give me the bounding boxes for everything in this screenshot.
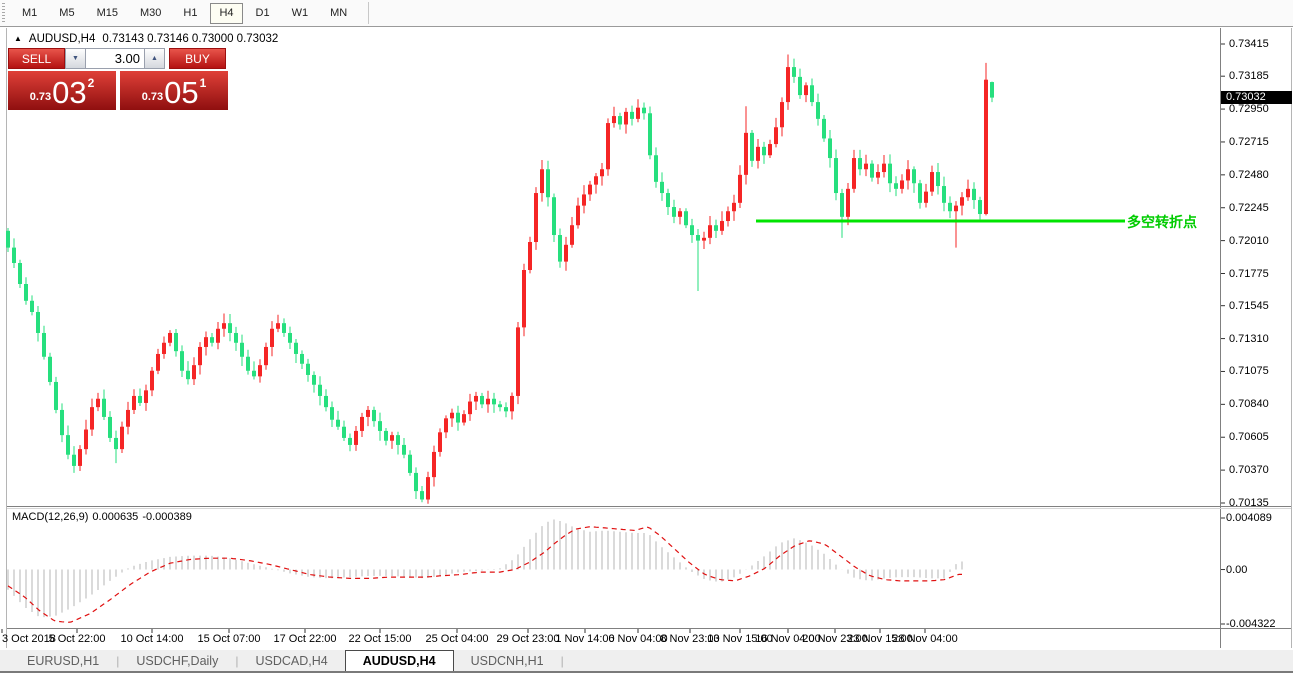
macd-axis-label: -0.004322 bbox=[1226, 618, 1276, 630]
timeframe-button-m1[interactable]: M1 bbox=[22, 6, 38, 19]
price-chart-area[interactable] bbox=[7, 28, 1220, 506]
price-axis-scale[interactable] bbox=[1221, 28, 1291, 628]
time-axis-label: 17 Oct 22:00 bbox=[273, 633, 337, 645]
one-click-trade-panel: SELL ▼ ▲ BUY 0.73 03 2 0.73 05 1 bbox=[8, 48, 228, 110]
time-axis-label: 6 Nov 04:00 bbox=[608, 633, 668, 645]
one-click-panel-toggle-icon[interactable]: ▲ bbox=[14, 34, 22, 43]
price-axis-label: 0.72715 bbox=[1229, 135, 1269, 148]
sell-quote-box[interactable]: 0.73 03 2 bbox=[8, 71, 116, 110]
timeframe-button-h4[interactable]: H4 bbox=[210, 2, 243, 24]
timeframe-button-m15[interactable]: M15 bbox=[96, 6, 118, 19]
volume-input[interactable] bbox=[86, 48, 144, 69]
price-axis-label: 0.72010 bbox=[1229, 234, 1269, 247]
macd-signal-value: -0.000389 bbox=[142, 511, 192, 523]
tab-separator: | bbox=[116, 653, 120, 668]
symbol-tab-bar: EURUSD,H1 | USDCHF,Daily | USDCAD,H4 AUDUSD,H… bbox=[0, 650, 1293, 673]
price-axis-label: 0.70605 bbox=[1229, 431, 1269, 444]
time-axis-label: 20 Nov 23:00 bbox=[802, 633, 868, 645]
buy-price-pip: 1 bbox=[199, 76, 207, 90]
time-axis-label: 28 Nov 04:00 bbox=[892, 633, 958, 645]
current-price-tag: 0.73032 bbox=[1221, 91, 1292, 105]
macd-axis-label: 0.004089 bbox=[1226, 512, 1272, 524]
time-axis-label: 25 Oct 04:00 bbox=[425, 633, 489, 645]
time-axis-label: 23 Nov 15:00 bbox=[847, 633, 913, 645]
timeframe-button-m30[interactable]: M30 bbox=[139, 6, 162, 19]
sell-price-prefix: 0.73 bbox=[29, 91, 52, 103]
chart-ohlc-quote: 0.73143 0.73146 0.73000 0.73032 bbox=[102, 33, 279, 45]
price-axis-label: 0.70135 bbox=[1229, 497, 1269, 509]
buy-button[interactable]: BUY bbox=[169, 48, 226, 69]
symbol-tab-usdchf[interactable]: USDCHF,Daily bbox=[136, 653, 219, 668]
support-line-annotation-text[interactable]: 多空转折点 bbox=[1127, 214, 1197, 230]
price-axis-label: 0.71075 bbox=[1229, 365, 1269, 378]
tab-separator: | bbox=[560, 653, 564, 668]
timeframe-toolbar: M1 M5 M15 M30 H1 H4 D1 W1 MN bbox=[0, 0, 1293, 27]
tab-separator: | bbox=[235, 653, 239, 668]
time-axis-label: 10 Oct 14:00 bbox=[120, 633, 184, 645]
time-axis-label: 13 Nov 15:00 bbox=[707, 633, 773, 645]
macd-main-value: 0.000635 bbox=[92, 511, 139, 523]
sell-price-pip: 2 bbox=[87, 76, 95, 90]
price-axis-label: 0.72245 bbox=[1229, 201, 1269, 214]
time-axis-label: 3 Oct 2018 bbox=[2, 633, 56, 645]
buy-quote-box[interactable]: 0.73 05 1 bbox=[120, 71, 228, 110]
macd-name: MACD(12,26,9) bbox=[12, 511, 89, 523]
symbol-tab-usdcad[interactable]: USDCAD,H4 bbox=[255, 653, 328, 668]
price-axis-label: 0.70370 bbox=[1229, 464, 1269, 477]
volume-decrease-button[interactable]: ▼ bbox=[65, 48, 86, 69]
price-axis-label: 0.71545 bbox=[1229, 299, 1269, 312]
price-axis-label: 0.71310 bbox=[1229, 332, 1269, 345]
buy-price-big: 05 bbox=[164, 75, 199, 110]
buy-price-prefix: 0.73 bbox=[141, 91, 164, 103]
time-axis-label: 1 Nov 14:00 bbox=[555, 633, 615, 645]
timeframe-button-w1[interactable]: W1 bbox=[291, 6, 309, 19]
price-axis-label: 0.73185 bbox=[1229, 70, 1269, 83]
timeframe-buttons: M1 M5 M15 M30 H1 H4 D1 W1 MN bbox=[11, 2, 358, 24]
symbol-tab-usdcnh[interactable]: USDCNH,H1 bbox=[470, 653, 544, 668]
timeframe-button-mn[interactable]: MN bbox=[330, 6, 348, 19]
macd-axis-label: 0.00 bbox=[1226, 563, 1248, 576]
timeframe-button-m5[interactable]: M5 bbox=[59, 6, 75, 19]
chart-symbol: AUDUSD,H4 bbox=[28, 33, 96, 45]
symbol-tab-eurusd[interactable]: EURUSD,H1 bbox=[27, 653, 100, 668]
chart-title: ▲ AUDUSD,H4 0.73143 0.73146 0.73000 0.73… bbox=[14, 33, 278, 45]
toolbar-separator bbox=[368, 2, 370, 24]
symbol-tab-audusd[interactable]: AUDUSD,H4 bbox=[344, 650, 454, 671]
timeframe-button-h1[interactable]: H1 bbox=[183, 6, 198, 19]
timeframe-button-d1[interactable]: D1 bbox=[255, 6, 270, 19]
time-axis-label: 8 Nov 23:00 bbox=[660, 633, 720, 645]
time-axis-label: 15 Oct 07:00 bbox=[197, 633, 261, 645]
price-axis-label: 0.70840 bbox=[1229, 398, 1269, 411]
time-axis-label: 22 Oct 15:00 bbox=[348, 633, 412, 645]
price-axis-label: 0.72950 bbox=[1229, 103, 1269, 116]
price-axis-label: 0.71775 bbox=[1229, 267, 1269, 280]
sell-button[interactable]: SELL bbox=[8, 48, 65, 69]
macd-indicator-area[interactable] bbox=[7, 509, 1220, 628]
toolbar-drag-grip-icon[interactable] bbox=[2, 3, 5, 23]
time-axis-label: 16 Nov 04:00 bbox=[755, 633, 821, 645]
volume-increase-button[interactable]: ▲ bbox=[144, 48, 165, 69]
time-axis-label: 29 Oct 23:00 bbox=[496, 633, 560, 645]
macd-indicator-label: MACD(12,26,9) 0.000635 -0.000389 bbox=[12, 511, 192, 523]
price-axis-label: 0.72480 bbox=[1229, 168, 1269, 181]
price-axis-label: 0.73415 bbox=[1229, 38, 1269, 50]
time-axis-label: 5 Oct 22:00 bbox=[48, 633, 106, 645]
sell-price-big: 03 bbox=[52, 75, 87, 110]
